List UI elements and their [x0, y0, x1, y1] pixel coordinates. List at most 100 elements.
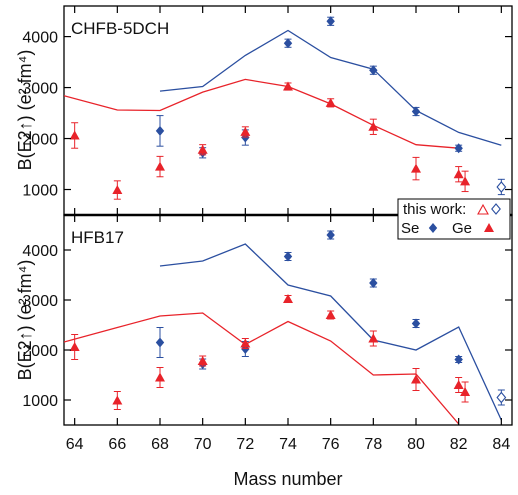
y-tick-label-top-3000: 3000: [22, 81, 58, 98]
axes: 1000 2000 3000 4000 1000 2000 3000 4000 64 66 68 70…: [22, 6, 512, 453]
bottom-se-marker-80: [411, 318, 421, 329]
top-ge-marker-66: [112, 185, 123, 195]
bottom-ge-marker-64: [69, 342, 80, 351]
bottom-se-theory-line: [159, 243, 502, 421]
bottom-ge-point-66: [112, 391, 123, 410]
bottom-ge-point-70: [197, 355, 208, 367]
bottom-ge-point-68: [155, 367, 165, 388]
bottom-se-point-80: [411, 318, 421, 329]
y-tick-label-bottom-1000: 1000: [22, 393, 58, 410]
top-ge-marker-72: [240, 126, 251, 136]
bottom-ge-point-64: [69, 334, 80, 360]
x-tick-label-72: 72: [236, 436, 254, 453]
bottom-ge-point-76: [325, 310, 336, 320]
bottom-ge-point-82.3: [460, 381, 471, 403]
bottom-ge-marker-70: [197, 356, 208, 365]
top-se-this-work-point-84: [496, 178, 507, 196]
bottom-se-point-82: [454, 354, 463, 365]
top-ge-point-68: [155, 155, 165, 178]
top-se-marker-74: [283, 38, 293, 49]
top-se-marker-68: [155, 125, 165, 136]
top-se-point-80: [411, 106, 421, 117]
top-ge-marker-70: [197, 144, 208, 154]
bottom-se-marker-78: [369, 278, 378, 288]
bottom-ge-point-78: [368, 330, 379, 347]
legend-open-triangle-marker: [477, 203, 489, 215]
y-tick-label-top-1000: 1000: [22, 183, 58, 200]
top-ge-marker-80: [411, 163, 421, 173]
top-se-marker-82: [454, 143, 463, 154]
bottom-ge-point-82: [453, 377, 464, 393]
legend-ge-marker: [484, 223, 494, 232]
bottom-ge-marker-82: [453, 380, 464, 389]
top-ge-marker-64: [69, 130, 80, 140]
bottom-se-marker-74: [283, 251, 293, 262]
top-ge-point-72: [240, 126, 251, 138]
panel-label-top: CHFB-5DCH: [71, 19, 169, 38]
bottom-se-point-74: [283, 251, 293, 262]
bottom-se-point-76: [326, 230, 335, 240]
y-tick-label-top-2000: 2000: [22, 132, 58, 149]
bottom-ge-marker-80: [411, 374, 421, 384]
top-ge-point-64: [69, 122, 80, 149]
x-axis-title: Mass number: [233, 469, 342, 489]
bottom-ge-point-74: [283, 294, 293, 303]
bottom-ge-marker-74: [283, 294, 293, 303]
x-tick-label-78: 78: [364, 436, 382, 453]
bottom-panel-frame: [63, 214, 513, 426]
panel-label-bottom: HFB17: [71, 228, 124, 247]
top-ge-point-70: [197, 144, 208, 156]
x-tick-label-64: 64: [66, 436, 84, 453]
top-ge-theory-line: [64, 78, 459, 149]
bottom-ge-marker-72: [240, 338, 251, 348]
top-se-point-68: [155, 115, 165, 147]
top-panel: [64, 16, 507, 200]
bottom-se-marker-82: [454, 354, 463, 365]
top-ge-point-78: [368, 118, 379, 135]
top-se-this-work-marker-84: [496, 181, 507, 193]
bottom-ge-marker-82.3: [460, 387, 471, 396]
x-tick-label-80: 80: [407, 436, 425, 453]
top-se-point-78: [369, 65, 378, 76]
top-ge-point-76: [325, 97, 336, 108]
bottom-ge-theory-line: [64, 312, 460, 425]
y-axis-title-top: B(E2↑) (e² fm⁴): [15, 50, 35, 171]
y-tick-label-bottom-4000: 4000: [22, 243, 58, 260]
top-ge-marker-82: [453, 169, 464, 179]
bottom-se-this-work-point-84: [496, 389, 507, 406]
top-ge-marker-68: [155, 161, 165, 171]
bottom-panel: [64, 230, 507, 425]
top-ge-marker-82.3: [460, 176, 471, 186]
top-ge-marker-78: [368, 121, 379, 131]
x-tick-label-68: 68: [151, 436, 169, 453]
top-se-point-82: [454, 143, 463, 154]
x-tick-label-82: 82: [450, 436, 468, 453]
x-tick-label-76: 76: [322, 436, 340, 453]
legend: this work: Se Ge: [397, 198, 511, 240]
bottom-ge-point-72: [240, 338, 251, 349]
y-tick-label-bottom-2000: 2000: [22, 343, 58, 360]
bottom-se-marker-68: [155, 337, 165, 348]
bottom-ge-marker-78: [368, 333, 379, 343]
legend-se-marker: [428, 223, 438, 233]
bottom-se-point-78: [369, 278, 378, 288]
legend-label-ge: Ge: [452, 220, 472, 237]
top-ge-marker-74: [283, 81, 293, 91]
bottom-ge-marker-68: [155, 372, 165, 382]
bottom-ge-marker-66: [112, 395, 123, 405]
legend-open-diamond-marker: [491, 203, 501, 215]
top-se-theory-line: [159, 29, 502, 146]
top-ge-marker-76: [325, 97, 336, 107]
legend-title: this work:: [403, 201, 466, 218]
top-se-marker-80: [411, 106, 421, 117]
bottom-ge-point-80: [411, 368, 421, 391]
top-se-marker-76: [326, 16, 335, 27]
top-se-marker-78: [369, 65, 378, 76]
y-tick-label-top-4000: 4000: [22, 30, 58, 47]
x-tick-label-66: 66: [108, 436, 126, 453]
top-se-point-74: [283, 38, 293, 49]
top-ge-point-74: [283, 81, 293, 91]
x-tick-label-74: 74: [279, 436, 297, 453]
top-se-point-76: [326, 16, 335, 27]
